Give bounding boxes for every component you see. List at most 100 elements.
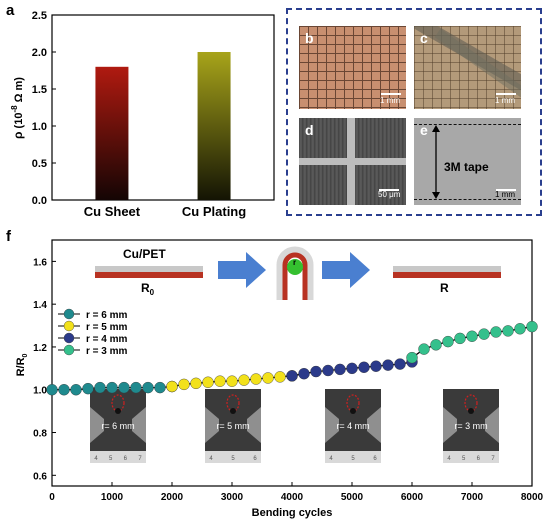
bar-ylabel-rho: ρ [11, 132, 25, 139]
bar-y-tick-label: 1.0 [32, 121, 47, 133]
ruler-strip [325, 451, 381, 463]
micrograph-e-letter: e [420, 122, 428, 138]
data-point [262, 372, 274, 384]
legend-marker [63, 332, 75, 344]
micrograph-c-scale: 1 mm [495, 96, 515, 105]
data-point [442, 335, 454, 348]
line-y-tick-label: 1.2 [33, 343, 47, 354]
ruler-number: 5 [462, 456, 466, 462]
micrograph-frame [286, 8, 542, 216]
micrograph-b-letter: b [305, 30, 314, 46]
sample-hole [230, 408, 236, 414]
bar-category-label: Cu Sheet [84, 204, 141, 219]
data-point [406, 351, 418, 364]
sample-hole [468, 408, 474, 414]
data-point [382, 359, 394, 371]
line-x-tick-label: 1000 [101, 492, 124, 503]
bar-cu-sheet [95, 66, 129, 200]
bending-schematic: Cu/PET R0 R r [95, 246, 501, 300]
data-point [514, 323, 526, 335]
ruler-number: 6 [373, 456, 377, 462]
ruler-number: 5 [231, 456, 235, 462]
pet-strip-initial [95, 266, 203, 272]
bar-plot-frame [51, 14, 275, 201]
panel-a-letter: a [6, 2, 15, 19]
legend-label: r = 4 mm [86, 334, 128, 345]
line-x-label: Bending cycles [252, 507, 333, 519]
ruler-number: 7 [138, 456, 142, 462]
micrograph-e-scale: 1 mm [495, 190, 515, 199]
data-point [490, 326, 502, 338]
r0-label: R0 [141, 281, 155, 297]
line-x-tick-label: 6000 [401, 492, 424, 503]
line-chart: 0.6 0.8 1.0 1.2 1.4 1.6 0 1000 2000 3000 4000 5000 6… [15, 239, 544, 519]
data-point [466, 330, 478, 342]
line-y-tick-label: 0.6 [33, 471, 47, 482]
bent-strip-inner [282, 252, 308, 300]
data-point [226, 375, 238, 387]
line-x-tick-label: 7000 [461, 492, 484, 503]
micrograph-b [299, 26, 406, 109]
line-x-tick-label: 0 [49, 492, 55, 503]
bar-y-tick-label: 0.0 [32, 195, 47, 207]
data-point [430, 339, 442, 351]
ruler-strip [90, 451, 146, 463]
clamp-right [247, 407, 261, 443]
cu-strip-initial [95, 272, 203, 278]
line-x-tick-label: 8000 [521, 492, 544, 503]
line-x-tick-label: 4000 [281, 492, 304, 503]
bar-chart: 0.0 0.5 1.0 1.5 2.0 2.5 Cu Sheet Cu Plating ρ … [10, 10, 275, 219]
tape-label: 3M tape [444, 160, 489, 174]
data-point [178, 378, 190, 391]
ruler-number: 6 [477, 456, 481, 462]
line-y-tick-label: 1.6 [33, 257, 47, 268]
data-point [346, 362, 358, 375]
pet-strip-final [393, 266, 501, 272]
data-point [322, 364, 334, 377]
r-label: R [440, 281, 449, 295]
data-point [154, 381, 166, 394]
ruler-number: 5 [109, 456, 113, 462]
line-x-tick-label: 2000 [161, 492, 184, 503]
micrograph-c-letter: c [420, 30, 428, 46]
line-ylabel-main: R/R [15, 357, 27, 376]
data-point [214, 375, 226, 387]
data-point [70, 384, 82, 396]
micrograph-d-letter: d [305, 122, 314, 138]
micrograph-b-scale: 1 mm [380, 96, 400, 105]
line-y-tick-label: 1.4 [33, 300, 47, 311]
data-point [190, 377, 202, 390]
clamp-left [90, 407, 104, 443]
data-point [298, 367, 310, 380]
line-x-tick-label: 3000 [221, 492, 244, 503]
ruler-number: 4 [94, 456, 98, 462]
data-point [130, 381, 142, 394]
data-point [418, 343, 430, 355]
bar-ylabel-unit-prefix: (10 [13, 113, 25, 129]
data-point [286, 370, 298, 382]
legend-label: r = 5 mm [86, 322, 128, 333]
line-y-tick-label: 0.8 [33, 429, 47, 440]
data-point [58, 384, 70, 396]
line-x-tick-label: 5000 [341, 492, 364, 503]
bar-y-tick-label: 1.5 [32, 84, 47, 96]
legend-label: r = 6 mm [86, 310, 128, 321]
data-point [106, 381, 118, 394]
ruler-strip [443, 451, 499, 463]
bar-ylabel-unit-suffix: Ω m) [13, 77, 25, 106]
data-point [142, 381, 154, 394]
data-point [94, 381, 106, 394]
clamp-left [325, 407, 339, 443]
data-point [334, 363, 346, 376]
sample-radius-label: r= 4 mm [336, 421, 369, 431]
data-point [250, 373, 262, 385]
clamp-left [443, 407, 457, 443]
data-point [46, 384, 58, 396]
ruler-number: 6 [124, 456, 128, 462]
ruler-number: 4 [209, 456, 213, 462]
sample-hole [115, 408, 121, 414]
tape-thickness-arrow [432, 125, 440, 199]
data-point [274, 371, 286, 383]
data-point [526, 320, 538, 333]
bent-strip-outer [276, 246, 314, 300]
